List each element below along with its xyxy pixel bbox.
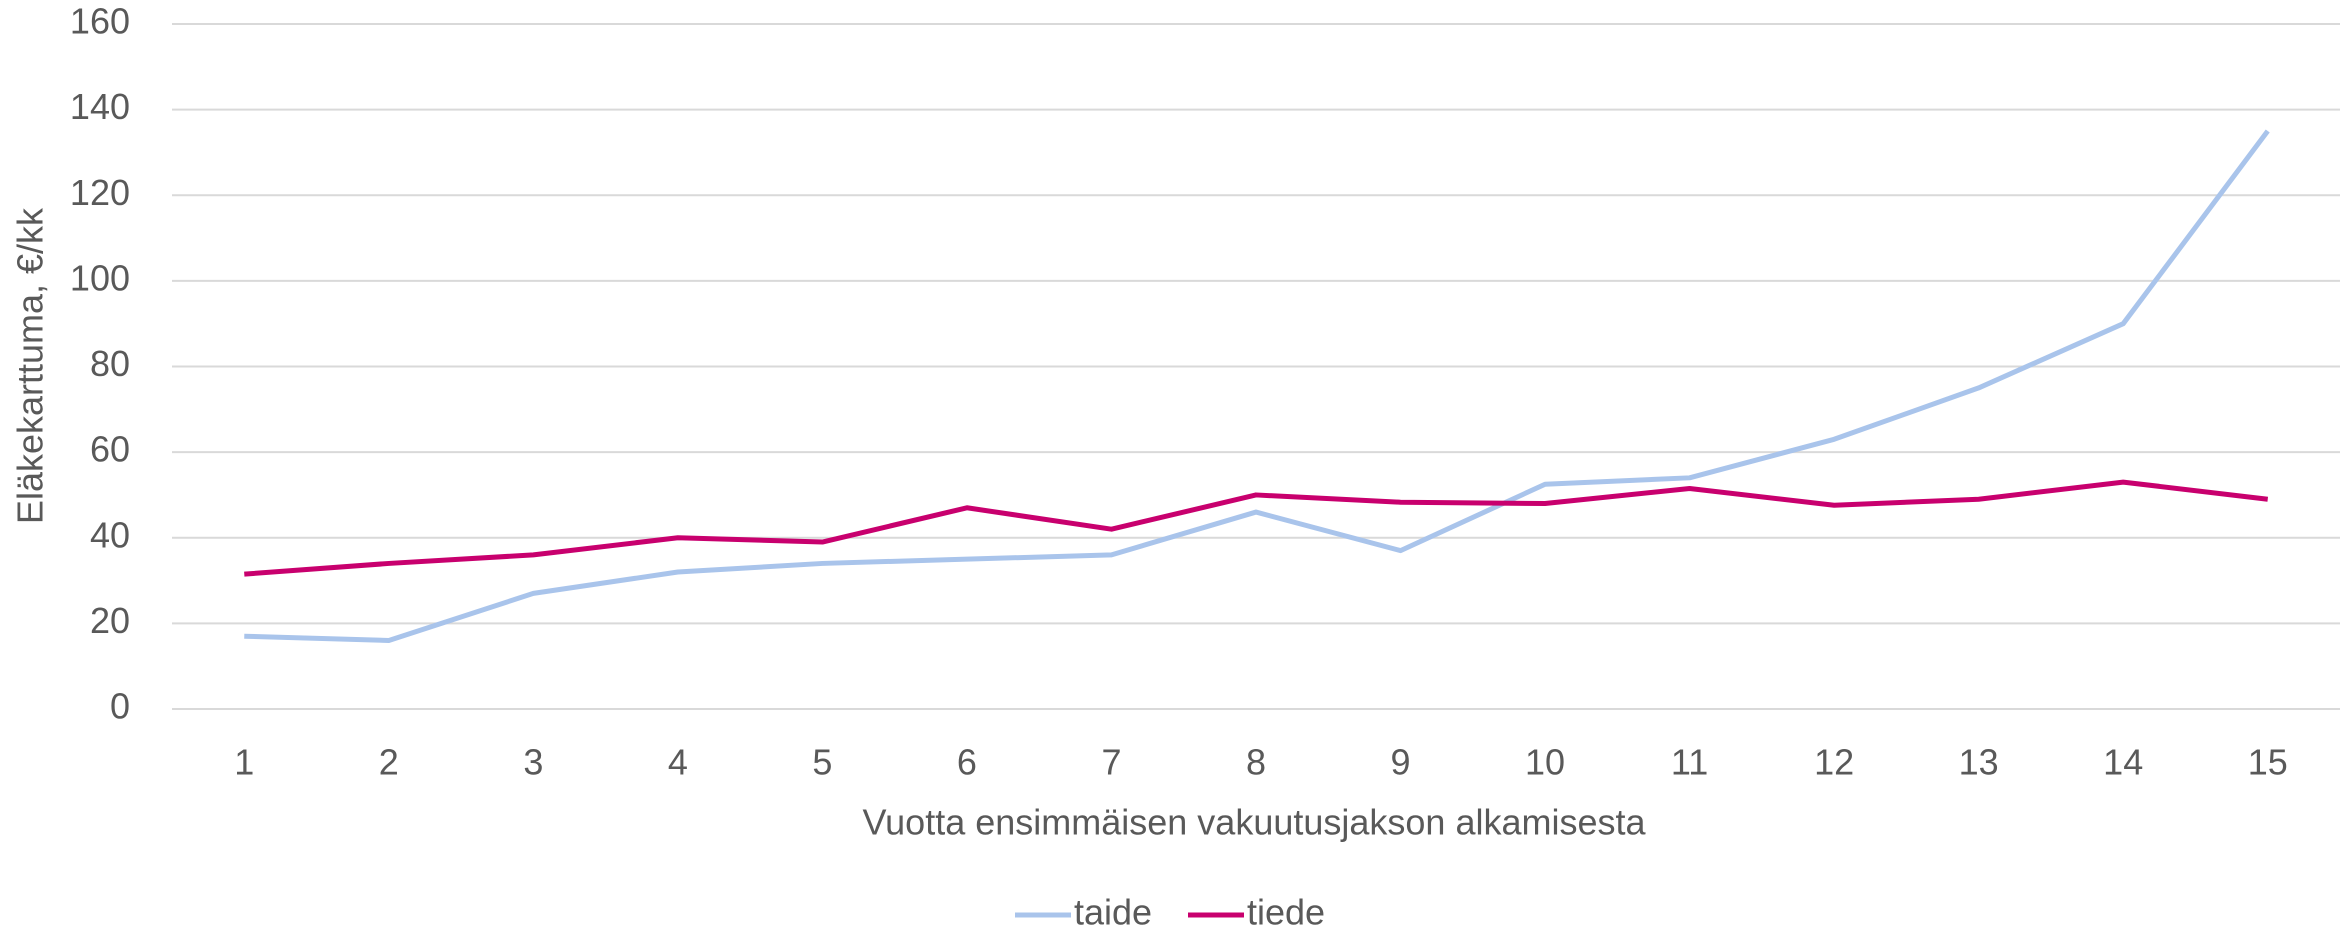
- x-tick-label: 14: [2103, 742, 2143, 783]
- x-tick-label: 1: [234, 742, 254, 783]
- x-axis-title: Vuotta ensimmäisen vakuutusjakson alkami…: [862, 802, 1646, 843]
- x-tick-label: 13: [1959, 742, 1999, 783]
- x-tick-label: 15: [2248, 742, 2288, 783]
- x-tick-label: 12: [1814, 742, 1854, 783]
- x-tick-label: 7: [1101, 742, 1121, 783]
- x-tick-label: 5: [812, 742, 832, 783]
- legend-label: tiede: [1247, 892, 1325, 932]
- legend-label: taide: [1074, 892, 1152, 932]
- x-tick-label: 6: [957, 742, 977, 783]
- y-tick-label: 60: [90, 429, 130, 470]
- series-line: [244, 129, 2270, 643]
- y-tick-label: 80: [90, 343, 130, 384]
- y-tick-label: 40: [90, 514, 130, 555]
- x-tick-label: 11: [1671, 742, 1708, 783]
- y-tick-label: 20: [90, 600, 130, 641]
- x-tick-label: 8: [1246, 742, 1266, 783]
- y-axis-title: Eläkekarttuma, €/kk: [10, 207, 51, 524]
- x-tick-label: 3: [523, 742, 543, 783]
- y-tick-label: 160: [70, 1, 130, 42]
- x-tick-label: 10: [1525, 742, 1565, 783]
- x-tick-label: 9: [1391, 742, 1411, 783]
- x-tick-label: 2: [379, 742, 399, 783]
- series-line: [244, 479, 2269, 577]
- y-tick-label: 100: [70, 257, 130, 298]
- y-tick-label: 0: [110, 686, 130, 727]
- y-tick-label: 120: [70, 172, 130, 213]
- y-tick-label: 140: [70, 86, 130, 127]
- x-tick-label: 4: [668, 742, 688, 783]
